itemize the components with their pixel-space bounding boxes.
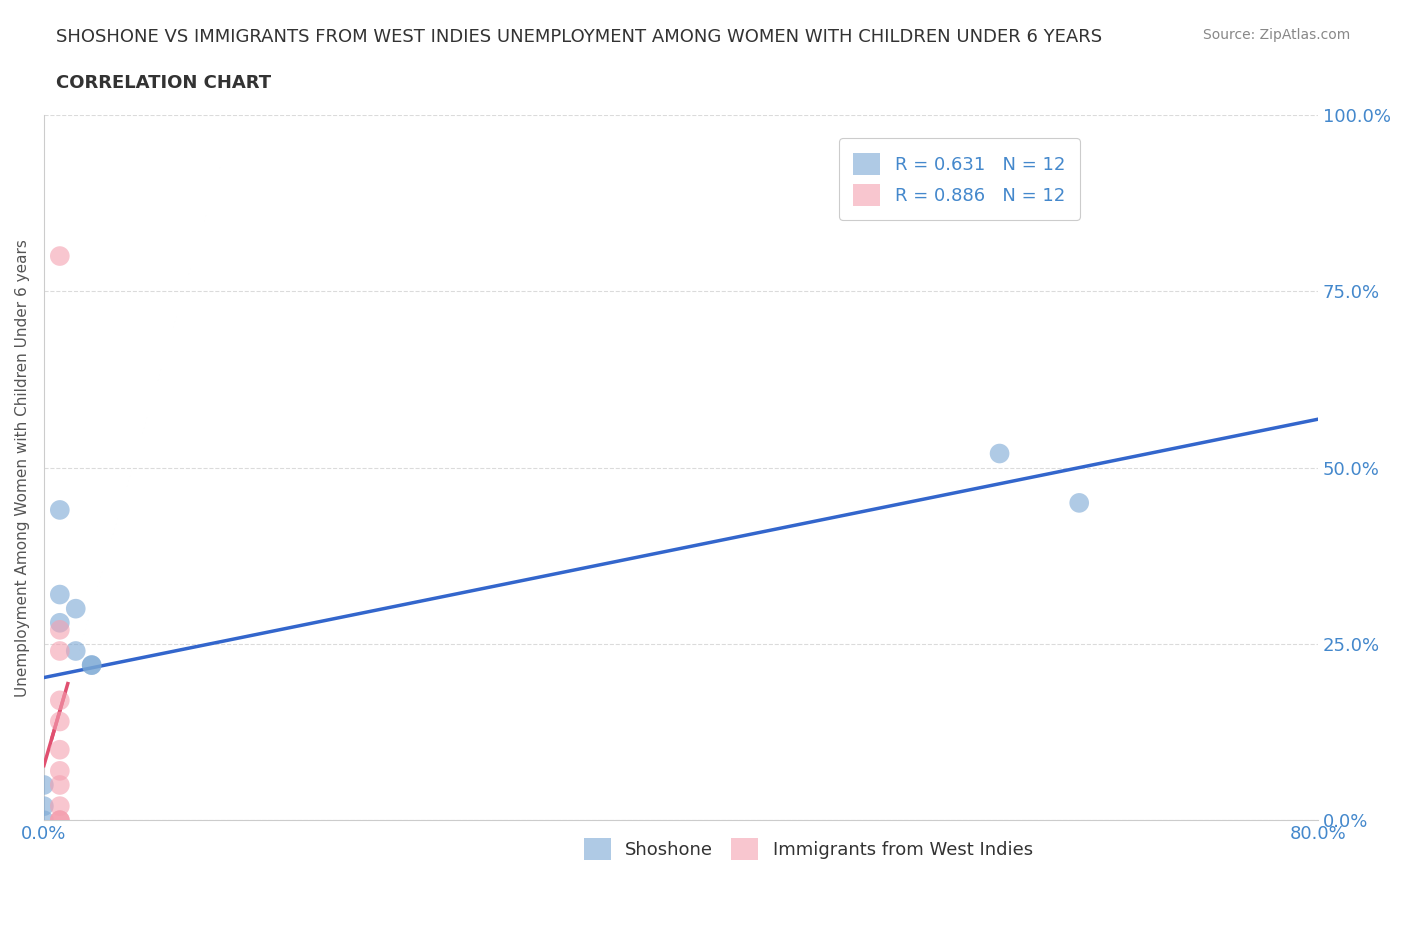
Point	[49, 813, 72, 828]
Point	[988, 446, 1011, 461]
Point	[65, 601, 87, 616]
Text: CORRELATION CHART: CORRELATION CHART	[56, 74, 271, 92]
Point	[49, 616, 72, 631]
Point	[80, 658, 103, 672]
Point	[49, 502, 72, 517]
Point	[49, 813, 72, 828]
Point	[49, 777, 72, 792]
Point	[32, 799, 55, 814]
Point	[49, 622, 72, 637]
Point	[49, 813, 72, 828]
Point	[49, 714, 72, 729]
Point	[49, 644, 72, 658]
Point	[49, 248, 72, 263]
Text: SHOSHONE VS IMMIGRANTS FROM WEST INDIES UNEMPLOYMENT AMONG WOMEN WITH CHILDREN U: SHOSHONE VS IMMIGRANTS FROM WEST INDIES …	[56, 28, 1102, 46]
Text: Source: ZipAtlas.com: Source: ZipAtlas.com	[1202, 28, 1350, 42]
Point	[32, 777, 55, 792]
Point	[49, 587, 72, 602]
Legend: Shoshone, Immigrants from West Indies: Shoshone, Immigrants from West Indies	[576, 831, 1040, 868]
Point	[65, 644, 87, 658]
Point	[49, 799, 72, 814]
Point	[80, 658, 103, 672]
Point	[1069, 496, 1091, 511]
Point	[49, 742, 72, 757]
Point	[32, 813, 55, 828]
Point	[49, 693, 72, 708]
Y-axis label: Unemployment Among Women with Children Under 6 years: Unemployment Among Women with Children U…	[15, 239, 30, 697]
Point	[49, 764, 72, 778]
